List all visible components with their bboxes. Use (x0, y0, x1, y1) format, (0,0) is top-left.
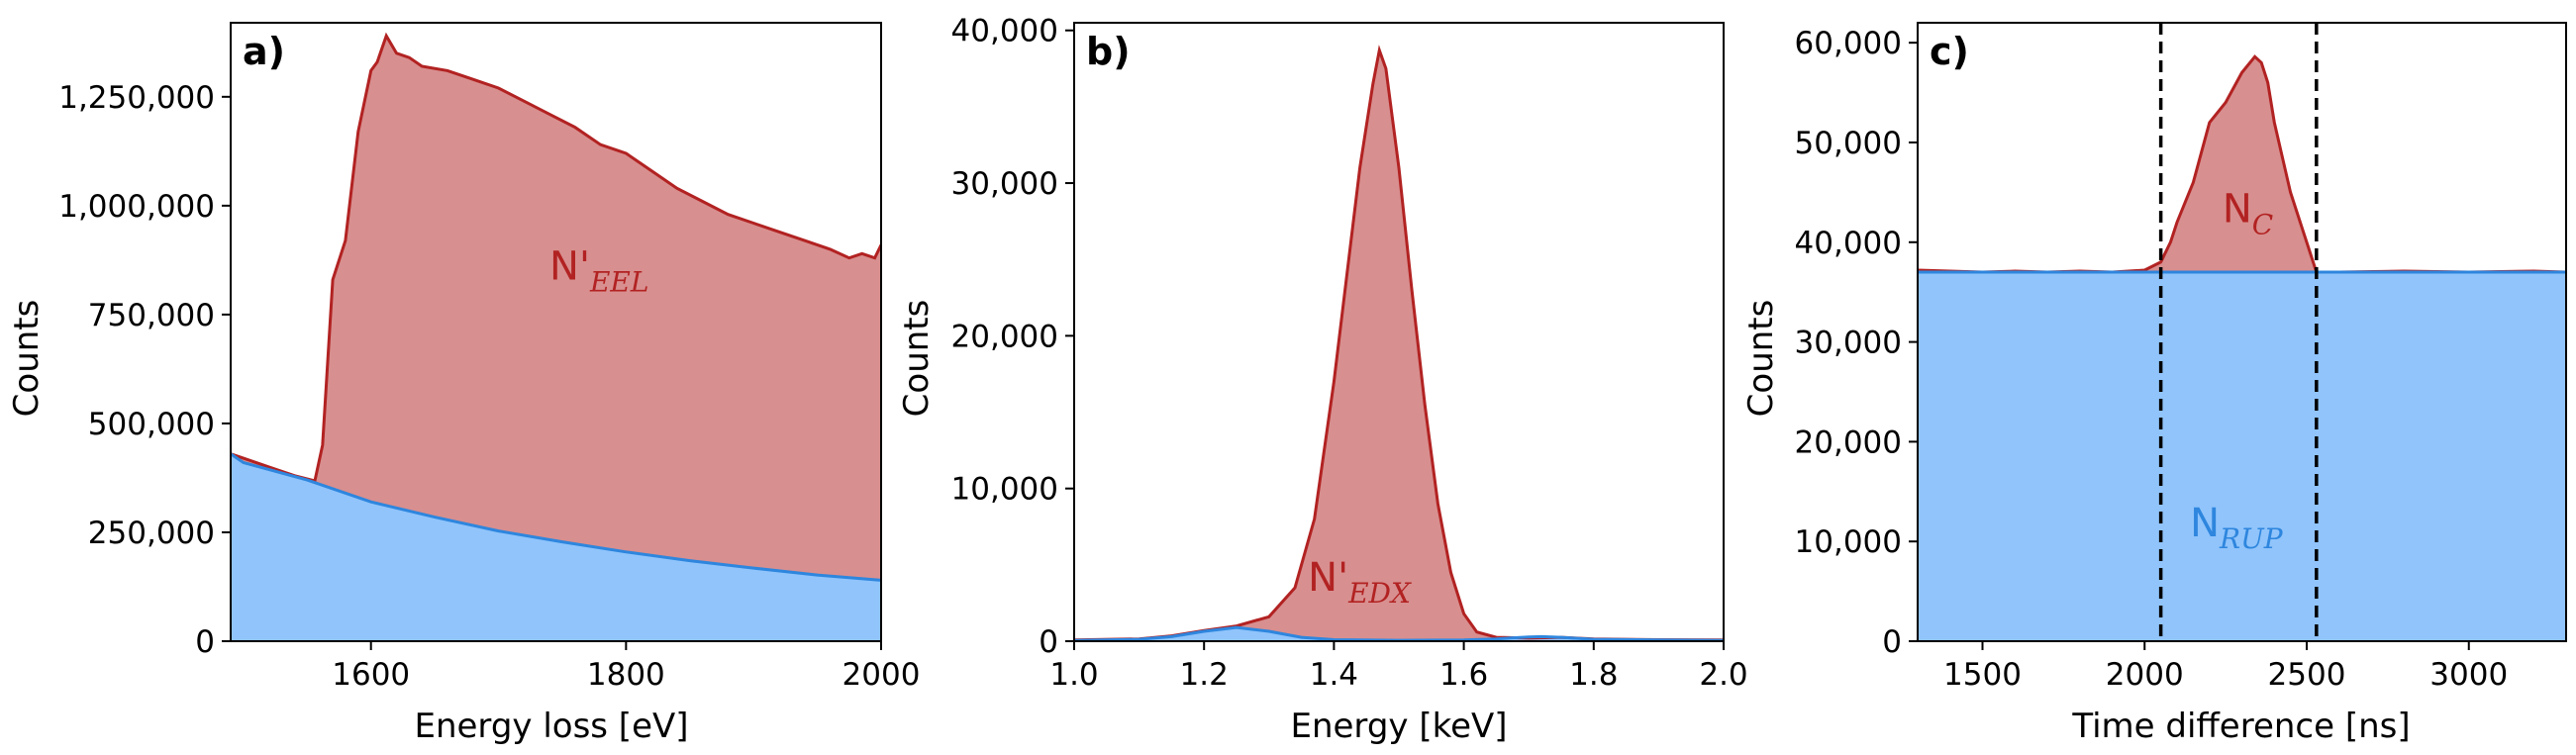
panel-a-signal-line (231, 32, 881, 483)
panel-a-y-tick-label-3: 750,000 (88, 298, 215, 333)
panel-a-x-axis-title: Energy loss [eV] (414, 707, 688, 746)
panel-a-frame (230, 22, 882, 642)
panel-a-y-tick-label-5: 1,250,000 (58, 80, 215, 116)
panel-c-y-tick-label-5: 50,000 (1795, 126, 1902, 161)
panel-a-x-tick-label-2: 2000 (842, 657, 921, 693)
panel-a-y-axis-title: Counts (7, 300, 47, 418)
panel-c-x-tick-label-2: 2500 (2268, 657, 2346, 693)
panel-c-x-tick-label-1: 2000 (2106, 657, 2184, 693)
panel-c-background-area (1918, 272, 2566, 641)
panel-a: 1600 1800 2000 0 250,000 500,000 750,000 1,000,… (58, 22, 921, 693)
panel-b-frame (1073, 22, 1725, 642)
panel-a-y-tick-label-2: 500,000 (88, 407, 215, 442)
panel-c-label: c) (1930, 30, 1969, 73)
panel-b-x-tick-label-5: 2.0 (1699, 657, 1747, 693)
panel-b-label: b) (1086, 30, 1131, 73)
panel-c-frame (1917, 22, 2567, 642)
panel-b-annotation-0-main: N' (1308, 555, 1348, 601)
panel-b-y-tick-label-0: 0 (1039, 624, 1058, 660)
panel-c-y-tick-label-0: 0 (1882, 624, 1902, 660)
panel-c-annotation-1-sub: RUP (2219, 522, 2284, 555)
panel-a-annotation-0: N'EEL (549, 244, 648, 299)
panel-a-signal-area (231, 36, 881, 641)
panel-c-annotation-0: NC (2223, 187, 2273, 241)
panel-c: 1500 2000 2500 3000 0 10,000 20,000 30,000 40,00… (1795, 22, 2567, 693)
panel-b-x-tick-label-1: 1.2 (1180, 657, 1229, 693)
panel-a-annotation-0-sub: EEL (589, 266, 648, 299)
panel-a-y-tick-label-4: 1,000,000 (58, 189, 215, 225)
panel-b-plot-area (1074, 45, 1724, 641)
panel-b-y-tick-label-4: 40,000 (951, 14, 1058, 49)
panel-c-plot-area (1918, 23, 2566, 641)
panel-c-y-tick-label-2: 20,000 (1795, 425, 1902, 460)
panel-c-annotation-1: NRUP (2190, 501, 2284, 555)
panel-b-y-tick-label-3: 30,000 (951, 166, 1058, 202)
panel-b-x-tick-label-3: 1.6 (1439, 657, 1488, 693)
panel-c-x-axis-title: Time difference [ns] (2071, 707, 2410, 746)
panel-b: 1.0 1.2 1.4 1.6 1.8 2.0 0 10,000 20,000 30,000 40,… (951, 14, 1748, 693)
panel-a-x-tick-label-1: 1800 (587, 657, 665, 693)
panel-b-y-axis-title: Counts (897, 300, 937, 418)
panel-c-y-tick-label-6: 60,000 (1795, 26, 1902, 61)
panel-c-annotation-1-main: N (2190, 501, 2220, 546)
panel-c-x-tick-label-0: 1500 (1943, 657, 2022, 693)
panel-a-y-tick-label-0: 0 (195, 624, 215, 660)
panel-b-x-tick-label-4: 1.8 (1569, 657, 1618, 693)
panel-a-background-area (231, 453, 881, 641)
panel-c-y-tick-label-3: 30,000 (1795, 326, 1902, 361)
panel-a-y-tick-label-1: 250,000 (88, 516, 215, 551)
panel-c-y-tick-label-4: 40,000 (1795, 226, 1902, 261)
panel-b-y-tick-label-1: 10,000 (951, 472, 1058, 508)
panel-a-plot-area (231, 32, 881, 641)
panel-a-annotation-0-main: N' (549, 244, 590, 290)
panel-b-annotation-0: N'EDX (1308, 555, 1412, 610)
panel-b-y-tick-label-2: 20,000 (951, 319, 1058, 354)
panel-a-label: a) (243, 30, 285, 73)
panel-a-x-tick-label-0: 1600 (332, 657, 410, 693)
panel-b-x-axis-title: Energy [keV] (1290, 707, 1507, 746)
panel-b-x-tick-label-2: 1.4 (1310, 657, 1358, 693)
panel-c-annotation-0-sub: C (2252, 209, 2273, 241)
panel-c-x-tick-label-3: 3000 (2429, 657, 2508, 693)
panel-b-signal-area (1074, 49, 1724, 641)
panel-c-y-axis-title: Counts (1741, 300, 1781, 418)
panel-b-annotation-0-sub: EDX (1347, 577, 1412, 610)
panel-a-background-line (231, 452, 881, 582)
panel-c-y-tick-label-1: 10,000 (1795, 524, 1902, 560)
panel-c-annotation-0-main: N (2223, 187, 2252, 233)
panel-b-x-tick-label-0: 1.0 (1049, 657, 1098, 693)
